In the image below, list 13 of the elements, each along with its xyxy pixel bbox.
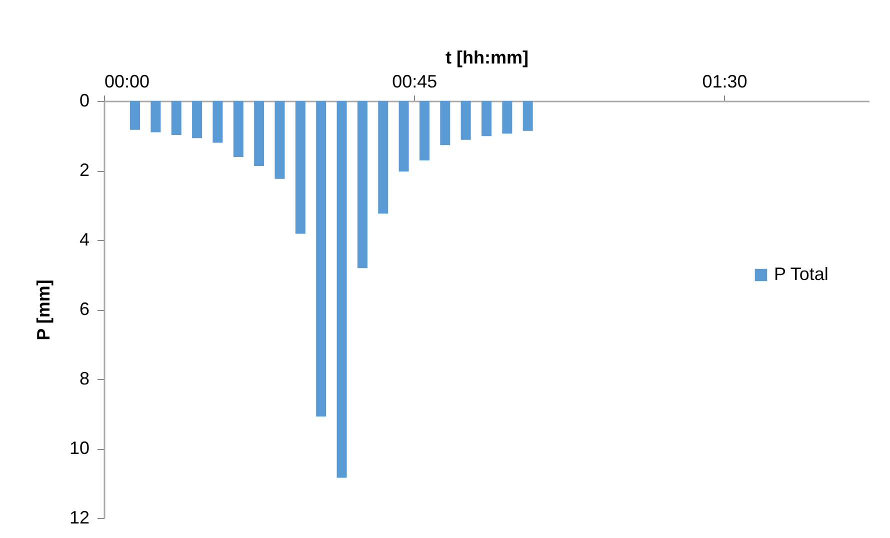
legend-label: P Total [774,264,828,284]
x-tick-label: 00:00 [104,72,150,92]
y-tick-label: 0 [79,90,90,110]
y-tick-label: 2 [79,160,90,180]
y-tick-label: 8 [79,368,90,388]
x-axis-title: t [hh:mm] [446,48,528,68]
y-tick-label: 10 [69,438,90,458]
y-tick-label: 6 [79,299,90,319]
y-tick-label: 4 [79,230,90,250]
x-tick-label: 00:45 [392,72,438,92]
x-tick-label: 01:30 [702,72,748,92]
y-axis-title: P [mm] [33,280,54,340]
y-tick-label: 12 [69,508,90,528]
